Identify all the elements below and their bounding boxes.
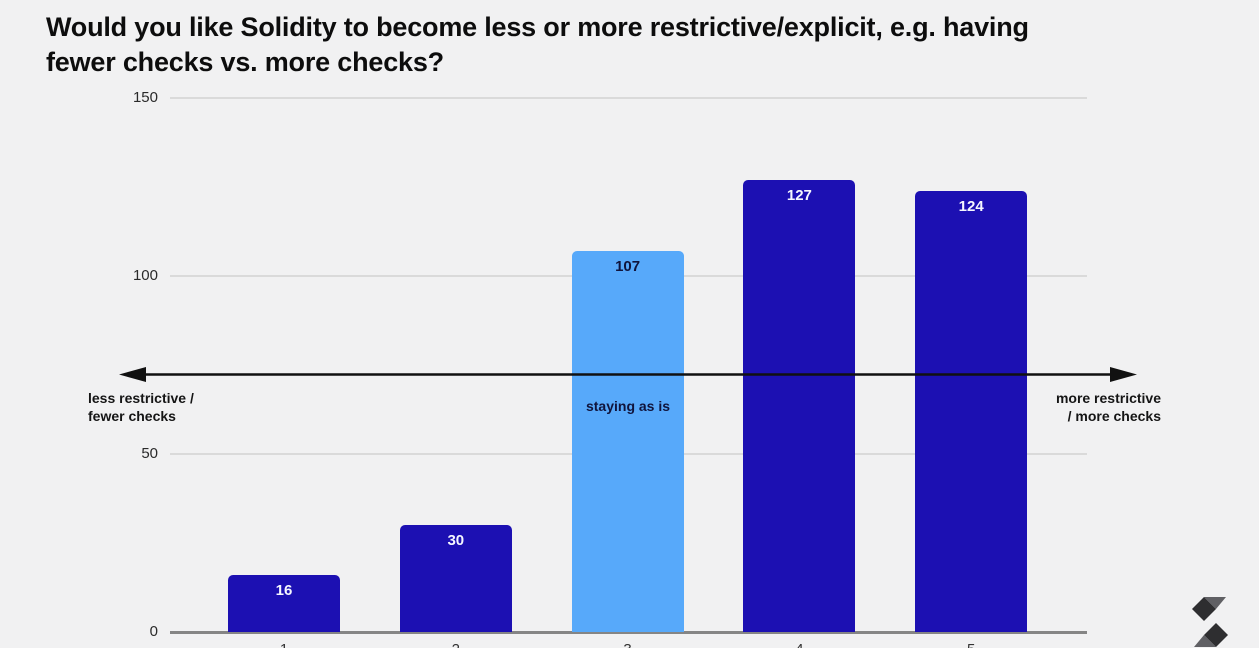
bar-2 <box>399 525 512 632</box>
chart-title-line1: Would you like Solidity to become less o… <box>46 12 1029 42</box>
bar-value-1: 16 <box>275 582 293 600</box>
bar-4 <box>743 179 856 632</box>
left-axis-annotation-line2: fewer checks <box>88 408 176 424</box>
left-axis-annotation: less restrictive / fewer checks <box>88 389 194 425</box>
xtick-label-2: 2 <box>436 641 476 648</box>
gridline-150 <box>170 97 1087 99</box>
chart-title: Would you like Solidity to become less o… <box>46 10 1029 80</box>
arrow-right-head-icon <box>1110 367 1137 382</box>
ytick-label-100: 100 <box>132 267 158 284</box>
right-axis-annotation-line1: more restrictive <box>1055 390 1161 406</box>
bar-value-5: 124 <box>958 197 984 215</box>
xtick-label-3: 3 <box>608 641 648 648</box>
right-axis-annotation-line2: / more checks <box>1067 408 1161 424</box>
arrow-left-head-icon <box>119 367 146 382</box>
left-axis-annotation-line1: less restrictive / <box>88 390 194 406</box>
gridline-0 <box>170 631 1087 634</box>
bar-3 <box>571 251 684 632</box>
bar-5 <box>915 190 1028 632</box>
chart-title-line2: fewer checks vs. more checks? <box>46 47 444 77</box>
xtick-label-1: 1 <box>264 641 304 648</box>
center-annotation: staying as is <box>585 398 671 414</box>
xtick-label-5: 5 <box>951 641 991 648</box>
ytick-label-50: 50 <box>141 445 158 462</box>
ytick-label-150: 150 <box>132 89 158 106</box>
right-axis-annotation: more restrictive / more checks <box>1056 389 1161 425</box>
ytick-label-0: 0 <box>149 623 158 640</box>
bar-value-4: 127 <box>786 186 812 204</box>
xtick-label-4: 4 <box>779 641 819 648</box>
bar-value-3: 107 <box>615 258 641 276</box>
bar-value-2: 30 <box>447 532 465 550</box>
bar-1 <box>228 575 340 632</box>
solidity-logo-icon <box>1192 597 1228 647</box>
